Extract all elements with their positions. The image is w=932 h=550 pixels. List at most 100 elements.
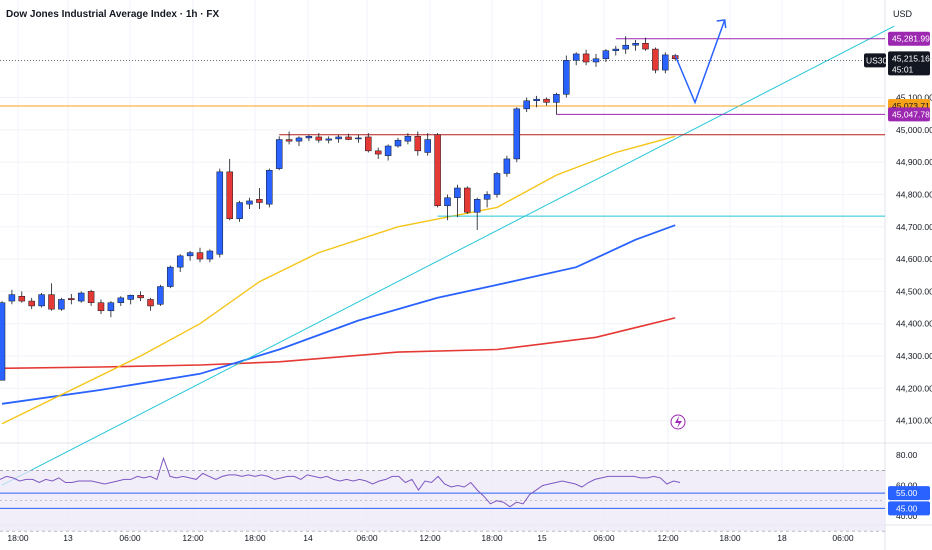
y-tick-label: 44,600.00 [896, 254, 932, 264]
candle-body [8, 294, 16, 302]
candle-body [266, 169, 273, 205]
trendline [1, 25, 895, 486]
price-level-badge [888, 31, 930, 46]
candle-body [543, 98, 550, 103]
price-axis [885, 0, 932, 550]
y-tick-label: 44,400.00 [896, 319, 932, 329]
countdown-label: 45:01 [892, 64, 914, 74]
candle-body [167, 266, 174, 287]
candle-body [107, 302, 115, 312]
y-tick-label: 44,800.00 [896, 189, 932, 199]
x-tick-label: 06:00 [593, 533, 615, 543]
candle-body [315, 136, 323, 141]
x-tick-label: 18:00 [7, 533, 29, 543]
y-tick-label: 44,300.00 [896, 351, 932, 361]
y-tick-label: 44,900.00 [896, 157, 932, 167]
candle-body [503, 158, 511, 174]
candle-body [592, 58, 600, 63]
candle-body [473, 199, 481, 213]
candle-body [384, 145, 392, 156]
x-tick-label: 13 [63, 533, 73, 543]
last-price-badge [888, 51, 930, 76]
candle-body [355, 137, 362, 140]
candle-body [652, 48, 659, 71]
moving-average-red-line [1, 317, 676, 370]
candle-body [97, 302, 105, 312]
x-tick-label: 15 [537, 533, 547, 543]
projection-path [674, 19, 726, 105]
x-tick-label: 18 [777, 533, 787, 543]
candle-body [622, 44, 629, 50]
candle-body [256, 199, 263, 203]
candle-body [493, 173, 501, 195]
x-tick-label: 14 [303, 533, 313, 543]
candle-body [58, 299, 65, 310]
price-level-badge [888, 107, 930, 122]
candle-body [216, 171, 224, 255]
candle-body [533, 98, 540, 102]
candle-body [28, 300, 35, 307]
candle-body [285, 139, 293, 142]
x-tick-label: 18:00 [244, 533, 266, 543]
rsi-y-tick-label: 60.00 [896, 481, 918, 491]
candle-body [206, 250, 214, 260]
candle-body [196, 252, 204, 260]
candle-body [186, 252, 194, 257]
rsi-level-label: 45.00 [896, 503, 918, 513]
rsi-y-tick-label: 40.00 [896, 511, 918, 521]
y-tick-label: 44,700.00 [896, 222, 932, 232]
candle-body [464, 187, 471, 213]
candle-body [483, 194, 491, 200]
x-tick-label: 18:00 [481, 533, 503, 543]
projection-arrowhead [716, 19, 727, 29]
candle-body [176, 255, 184, 268]
candle-body [345, 136, 352, 140]
candle-body [77, 292, 85, 302]
candle-body [117, 297, 125, 303]
x-tick-label: 06:00 [119, 533, 141, 543]
symbol-badge [864, 53, 886, 68]
candle-body [365, 136, 372, 152]
candle-body [68, 298, 75, 301]
x-tick-label: 06:00 [832, 533, 854, 543]
price-level-label: 45,281.99 [892, 34, 930, 44]
candle-body [38, 294, 45, 307]
candle-body [0, 302, 6, 381]
currency-label[interactable]: USD [893, 9, 913, 19]
candle-body [513, 108, 521, 160]
candle-body [87, 291, 95, 303]
candle-body [602, 50, 610, 60]
price-level-label: 45,047.78 [892, 109, 930, 119]
x-tick-label: 12:00 [182, 533, 204, 543]
candle-body [236, 202, 243, 219]
rsi-level-label: 55.00 [896, 488, 918, 498]
y-tick-label: 45,100.00 [896, 93, 932, 103]
candle-body [246, 200, 253, 205]
candle-body [275, 139, 283, 169]
x-tick-label: 06:00 [356, 533, 378, 543]
candle-body [572, 53, 580, 61]
moving-average-yellow-line [1, 135, 676, 425]
candle-body [444, 197, 451, 207]
candle-body [305, 136, 313, 139]
y-tick-label: 44,200.00 [896, 383, 932, 393]
candle-body [404, 136, 412, 142]
rsi-level-badge [888, 501, 930, 516]
chart-title: Dow Jones Industrial Average Index · 1h … [6, 9, 220, 20]
candle-body [434, 134, 441, 207]
symbol-label: US30 [866, 55, 888, 65]
x-tick-label: 18:00 [719, 533, 741, 543]
candle-body [394, 139, 402, 147]
x-tick-label: 12:00 [419, 533, 441, 543]
candle-body [325, 138, 332, 141]
price-level-label: 45,073.71 [892, 101, 930, 111]
candle-body [563, 60, 570, 95]
lightning-bolt-icon [675, 416, 682, 428]
y-tick-label: 44,500.00 [896, 286, 932, 296]
candle-body [662, 54, 669, 71]
candle-body [582, 53, 590, 63]
y-tick-label: 44,100.00 [896, 416, 932, 426]
candle-body [454, 187, 461, 198]
candle-body [612, 48, 620, 51]
